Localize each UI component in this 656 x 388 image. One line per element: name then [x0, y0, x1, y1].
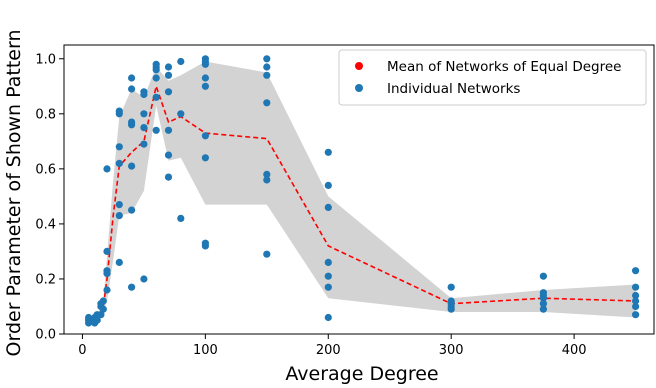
data-point: [324, 258, 332, 266]
data-point: [263, 176, 271, 184]
data-point: [128, 206, 136, 214]
y-tick-label: 0.6: [35, 162, 56, 177]
data-point: [115, 107, 123, 115]
data-point: [115, 258, 123, 266]
data-point: [103, 165, 111, 173]
y-tick-label: 0.2: [35, 272, 56, 287]
data-point: [164, 151, 173, 159]
data-point: [539, 289, 548, 297]
data-point: [263, 170, 271, 178]
data-point: [263, 99, 271, 107]
data-point: [140, 140, 148, 148]
data-point: [99, 305, 107, 313]
data-point: [177, 110, 185, 118]
data-point: [128, 162, 136, 170]
y-tick-label: 0.0: [35, 328, 56, 343]
data-point: [164, 88, 173, 96]
data-point: [128, 85, 136, 93]
data-point: [140, 124, 148, 132]
data-point: [140, 110, 148, 118]
data-point: [632, 283, 640, 291]
data-point: [164, 71, 173, 79]
data-point: [115, 143, 123, 151]
data-point: [99, 297, 107, 305]
data-point: [93, 316, 101, 324]
data-point: [632, 297, 640, 305]
data-point: [632, 291, 640, 300]
data-point: [103, 286, 111, 294]
x-tick-label: 300: [439, 343, 464, 358]
data-point: [97, 311, 105, 319]
data-point: [164, 126, 173, 134]
data-point: [201, 57, 209, 66]
legend-label-individual: Individual Networks: [387, 81, 520, 97]
range-band: [88, 61, 636, 323]
plot-frame: [63, 44, 655, 335]
x-tick-label: 200: [316, 343, 341, 358]
x-axis-label: Average Degree: [285, 363, 438, 385]
x-tick-label: 100: [193, 343, 218, 358]
data-point: [115, 212, 123, 220]
legend-box: [338, 49, 647, 106]
data-point: [447, 283, 455, 291]
data-point: [263, 55, 271, 63]
data-point: [85, 313, 93, 322]
data-point: [201, 154, 209, 162]
data-point: [263, 250, 271, 258]
data-point: [632, 267, 640, 275]
data-point: [632, 302, 640, 311]
data-point: [152, 74, 160, 82]
data-point: [324, 181, 332, 189]
plot-area: 0 100 200 300 400 0.0 0.2 0.4 0.6 0.8 1.0: [35, 44, 655, 358]
data-point: [128, 74, 136, 82]
data-point: [177, 57, 185, 66]
data-point: [115, 201, 123, 209]
data-point: [201, 74, 209, 82]
y-tick-label: 1.0: [35, 52, 56, 67]
data-point: [128, 118, 136, 126]
data-point: [164, 173, 173, 181]
y-tick-label: 0.8: [35, 107, 56, 122]
y-tick-label: 0.4: [35, 217, 56, 232]
data-point: [128, 283, 136, 291]
data-point: [263, 63, 271, 71]
data-point: [539, 305, 548, 313]
x-tick-label: 0: [78, 343, 86, 358]
legend-marker-individual: [355, 84, 363, 92]
data-point: [324, 203, 332, 211]
legend-marker-mean: [355, 62, 363, 70]
data-point: [115, 159, 123, 167]
data-point: [201, 132, 209, 140]
legend: Mean of Networks of Equal Degree Individ…: [338, 49, 647, 106]
data-point: [103, 247, 111, 255]
data-point: [103, 269, 111, 277]
data-point: [324, 313, 332, 322]
data-point: [632, 311, 640, 319]
data-point: [140, 88, 148, 96]
data-point: [152, 60, 160, 68]
x-tick-label: 400: [562, 343, 587, 358]
data-point: [324, 148, 332, 156]
data-point: [263, 71, 271, 79]
data-point: [152, 93, 160, 101]
data-point: [152, 126, 160, 134]
data-point: [324, 283, 332, 291]
data-point: [324, 272, 332, 280]
data-point: [201, 82, 209, 90]
data-point: [539, 272, 548, 280]
data-point: [177, 214, 185, 222]
data-point: [164, 63, 173, 71]
data-point: [140, 275, 148, 283]
legend-label-mean: Mean of Networks of Equal Degree: [387, 59, 621, 75]
data-point: [201, 239, 209, 247]
data-point: [539, 300, 548, 308]
y-axis-label: Order Parameter of Shown Pattern: [3, 30, 25, 357]
data-point: [447, 297, 455, 305]
